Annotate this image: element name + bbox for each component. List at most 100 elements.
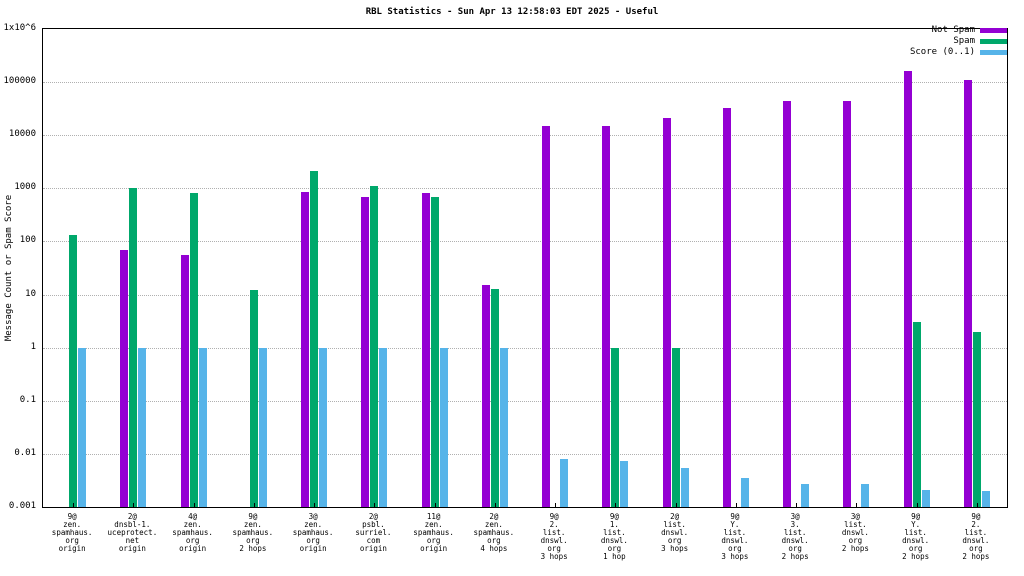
y-tick-labels: 1x10^6 100000 10000 1000 100 10 1 0.1 0.01 0.001	[0, 23, 39, 511]
bar-not-spam	[301, 192, 310, 507]
x-tick-mark	[615, 503, 617, 507]
x-tick-label: 4@ zen. spamhaus. org origin	[172, 512, 213, 553]
x-tick-label: 11@ zen. spamhaus. org origin	[413, 512, 454, 553]
x-tick-label: 2@ zen. spamhaus. org 4 hops	[473, 512, 515, 553]
bar-score-0-1	[499, 347, 508, 507]
x-tick-mark	[193, 503, 195, 507]
gridline	[43, 400, 1007, 402]
bar-score-0-1	[78, 347, 87, 507]
bar-not-spam	[843, 101, 852, 507]
bar-spam	[129, 188, 138, 507]
bar-spam	[912, 322, 921, 507]
bar-score-0-1	[861, 484, 870, 507]
bar-score-0-1	[138, 347, 147, 507]
bar-not-spam	[180, 255, 189, 507]
x-tick-label: 3@ zen. spamhaus. org origin	[292, 512, 334, 553]
bar-score-0-1	[921, 489, 930, 507]
bar-spam	[671, 347, 680, 507]
chart-title: RBL Statistics - Sun Apr 13 12:58:03 EDT…	[365, 7, 659, 17]
legend-label: Score (0..1)	[909, 47, 975, 57]
bar-score-0-1	[379, 347, 388, 507]
x-tick-label: 9@ 2. list. dnswl. org 3 hops	[540, 512, 568, 561]
x-tick-label: 9@ 1. list. dnswl. org 1 hop	[600, 512, 628, 561]
bar-not-spam	[662, 118, 671, 507]
x-tick-mark	[434, 503, 436, 507]
x-tick-mark	[73, 503, 75, 507]
bar-spam	[310, 171, 319, 507]
x-tick-mark	[856, 503, 858, 507]
gridline	[43, 188, 1007, 190]
bar-score-0-1	[319, 347, 328, 507]
x-tick-label: 2@ psbl. surriel. com origin	[355, 512, 392, 553]
y-tick-label: 10000	[8, 129, 36, 140]
bar-score-0-1	[198, 347, 207, 507]
x-tick-mark	[253, 503, 255, 507]
x-tick-label: 2@ dnsbl-1. uceprotect. net origin	[107, 512, 158, 553]
legend-label: Not Spam	[931, 25, 975, 35]
bar-spam	[249, 290, 258, 507]
gridline	[43, 82, 1007, 84]
y-tick-label: 0.1	[19, 394, 36, 405]
gridline	[43, 135, 1007, 137]
legend-item: Spam	[953, 37, 1007, 46]
legend-swatch	[980, 39, 1007, 44]
x-tick-mark	[494, 503, 496, 507]
bar-spam	[972, 331, 981, 507]
x-tick-mark	[133, 503, 135, 507]
x-tick-mark	[314, 503, 316, 507]
bar-score-0-1	[258, 347, 267, 507]
bar-score-0-1	[680, 467, 689, 507]
bar-score-0-1	[620, 460, 629, 507]
y-tick-label: 10	[25, 288, 36, 299]
bar-score-0-1	[560, 459, 569, 507]
x-tick-mark	[675, 503, 677, 507]
x-tick-label: 2@ list. dnswl. org 3 hops	[661, 512, 689, 553]
bar-spam	[611, 347, 620, 507]
bar-not-spam	[361, 196, 370, 507]
bar-not-spam	[722, 107, 731, 507]
x-tick-mark	[374, 503, 376, 507]
x-tick-labels: 9@ zen. spamhaus. org origin 2@ dnsbl-1. …	[42, 511, 1008, 571]
gridline	[43, 453, 1007, 455]
x-tick-mark	[555, 503, 557, 507]
bar-score-0-1	[801, 484, 810, 507]
legend: Not Spam Spam Score (0..1)	[910, 26, 1007, 57]
bar-spam	[370, 186, 379, 507]
y-tick-label: 1000	[14, 182, 36, 193]
y-tick-label: 0.01	[14, 447, 36, 458]
plot-area	[42, 28, 1008, 508]
bar-spam	[430, 196, 439, 507]
y-tick-label: 0.001	[8, 501, 36, 511]
x-tick-label: 9@ 2. list. dnswl. org 2 hops	[962, 512, 990, 561]
x-tick-label: 3@ 3. list. dnswl. org 2 hops	[781, 512, 809, 561]
legend-item: Score (0..1)	[910, 48, 1007, 57]
bar-spam	[189, 193, 198, 507]
x-tick-mark	[796, 503, 798, 507]
y-tick-label: 1	[30, 341, 36, 352]
bar-score-0-1	[740, 478, 749, 507]
bar-not-spam	[903, 71, 912, 507]
bar-not-spam	[542, 125, 551, 507]
x-tick-mark	[735, 503, 737, 507]
bar-not-spam	[481, 285, 490, 507]
bar-not-spam	[120, 249, 129, 507]
bar-not-spam	[602, 125, 611, 507]
x-tick-label: 9@ zen. spamhaus. org 2 hops	[232, 512, 274, 553]
legend-swatch	[980, 28, 1007, 33]
y-tick-label: 100	[19, 235, 36, 246]
bar-not-spam	[783, 100, 792, 507]
x-tick-label: 9@ Y. list. dnswl. org 2 hops	[902, 512, 930, 561]
x-tick-mark	[916, 503, 918, 507]
bar-not-spam	[421, 193, 430, 507]
gridline	[43, 347, 1007, 349]
legend-item: Not Spam	[932, 26, 1007, 35]
x-tick-label: 3@ list. dnswl. org 2 hops	[841, 512, 869, 553]
y-tick-label: 1x10^6	[3, 23, 36, 33]
y-tick-label: 100000	[3, 76, 36, 87]
gridline	[43, 241, 1007, 243]
bar-score-0-1	[439, 347, 448, 507]
gridline	[43, 294, 1007, 296]
legend-swatch	[980, 50, 1007, 55]
x-tick-label: 9@ Y. list. dnswl. org 3 hops	[721, 512, 749, 561]
